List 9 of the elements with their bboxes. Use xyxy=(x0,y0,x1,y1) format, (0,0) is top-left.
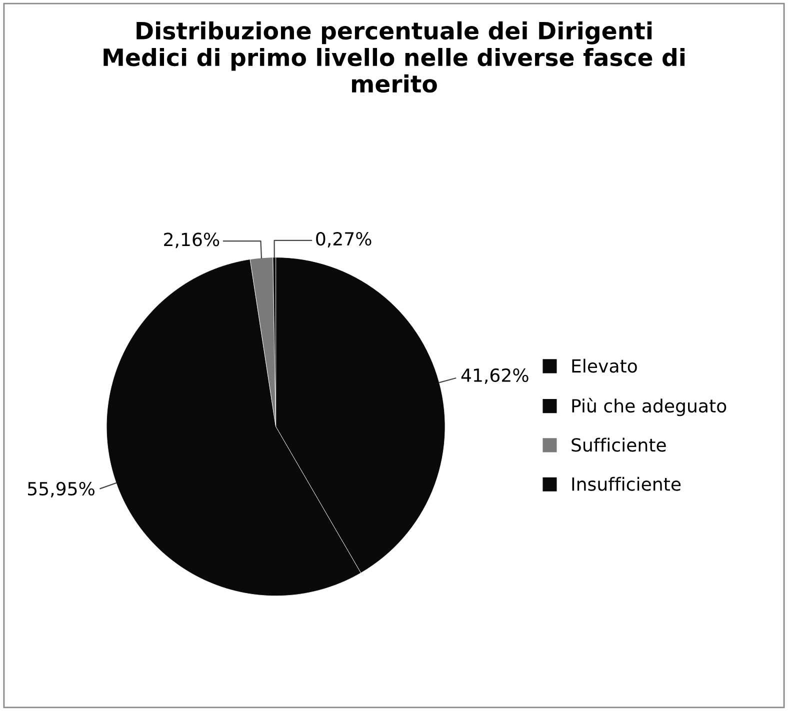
data-label: 55,95% xyxy=(28,482,94,498)
legend-label: Sufficiente xyxy=(572,438,666,452)
data-label: 41,62% xyxy=(461,368,528,384)
data-label: 2,16% xyxy=(164,232,220,248)
data-label: 0,27% xyxy=(316,232,372,248)
legend-label: Insufficiente xyxy=(572,476,681,491)
chart-title: Distribuzione percentuale dei Dirigenti Medici di primo livello nelle diverse fasce di merito xyxy=(104,21,685,93)
legend-label: Elevato xyxy=(572,358,637,373)
legend-label: Più che adeguato xyxy=(572,398,726,416)
